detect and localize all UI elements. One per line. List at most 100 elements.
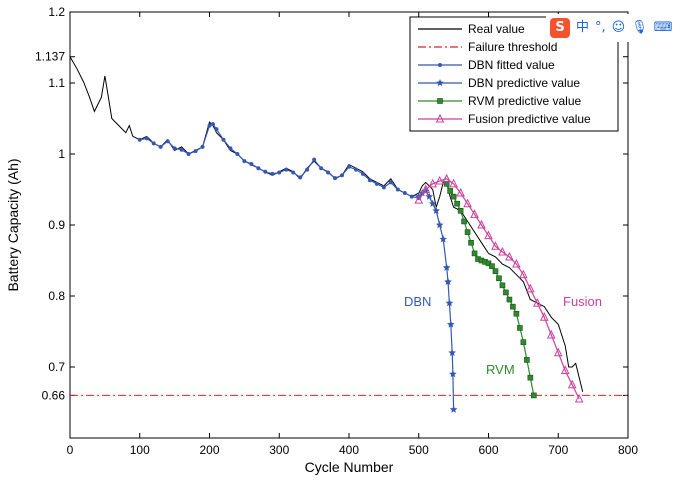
series-dbn-fitted-value — [137, 122, 421, 201]
microphone-icon[interactable]: 🎙 — [631, 20, 648, 35]
data-point — [491, 241, 500, 250]
ime-logo-icon[interactable]: S — [550, 18, 570, 38]
data-point — [367, 178, 372, 183]
data-point — [539, 312, 549, 321]
series-rvm-predictive-value — [443, 181, 537, 399]
data-point — [510, 303, 516, 310]
data-point — [546, 329, 556, 339]
data-point — [439, 235, 447, 243]
data-point — [242, 159, 247, 164]
data-point — [524, 357, 530, 363]
y-tick-label: 1.2 — [48, 5, 65, 19]
legend-label: Real value — [468, 22, 525, 36]
data-point — [432, 206, 440, 214]
emoji-icon[interactable]: ☺ — [611, 20, 626, 35]
legend-label: RVM predictive value — [468, 94, 581, 108]
y-tick-label: 1 — [58, 147, 65, 161]
data-point — [519, 269, 528, 279]
data-point — [207, 123, 212, 128]
legend-label: Failure threshold — [468, 40, 557, 54]
data-point — [533, 297, 542, 307]
annotation-label: DBN — [404, 294, 431, 309]
y-axis-title: Battery Capacity (Ah) — [5, 158, 21, 291]
data-point — [531, 392, 537, 399]
data-point — [454, 200, 460, 207]
data-point — [464, 229, 471, 235]
ime-language-toggle[interactable]: 中 — [576, 20, 590, 35]
data-point — [277, 170, 282, 175]
data-point — [468, 239, 474, 246]
data-point — [449, 178, 458, 188]
data-point — [186, 152, 191, 156]
data-point — [340, 173, 345, 178]
legend-item: Failure threshold — [418, 40, 557, 54]
axis-ticks: 0 100 200 300 400 500 600 700 800 0.66 0.7 0.8 0.9 1 1… — [35, 5, 638, 457]
y-tick-label: 0.8 — [48, 289, 65, 303]
data-point — [333, 176, 338, 181]
x-tick-label: 0 — [67, 443, 74, 457]
x-tick-label: 500 — [409, 443, 429, 457]
data-point — [374, 181, 379, 186]
data-point — [421, 184, 431, 193]
annotation-label: Fusion — [563, 294, 602, 309]
x-axis-title: Cycle Number — [305, 459, 394, 475]
data-point — [435, 221, 444, 229]
data-point — [489, 263, 495, 269]
annotation-label: RVM — [486, 362, 515, 377]
data-point — [477, 219, 486, 229]
data-point — [560, 365, 570, 375]
data-point — [553, 347, 563, 357]
data-point — [312, 157, 317, 162]
legend-item: Real value — [418, 22, 525, 36]
data-point — [457, 208, 464, 214]
data-point — [360, 171, 365, 176]
data-point — [442, 263, 451, 271]
y-tick-label: 0.9 — [48, 218, 65, 232]
data-point — [463, 198, 472, 208]
data-point — [326, 170, 331, 175]
y-tick-label: 0.66 — [42, 388, 66, 402]
data-point — [381, 185, 386, 190]
data-point — [214, 127, 219, 132]
data-point — [485, 260, 492, 267]
data-point — [137, 137, 142, 142]
legend-item: DBN predictive value — [418, 76, 580, 90]
data-point — [256, 166, 261, 171]
data-point — [428, 178, 438, 188]
data-point — [158, 144, 163, 149]
series-layer — [69, 56, 628, 413]
data-point — [435, 113, 445, 123]
data-point — [438, 63, 442, 67]
legend-item: RVM predictive value — [418, 94, 581, 108]
data-point — [409, 194, 414, 199]
ime-punctuation-toggle[interactable]: °, — [595, 20, 606, 35]
x-tick-label: 400 — [339, 443, 359, 457]
data-point — [443, 181, 450, 187]
series-fusion-predictive-value — [414, 173, 584, 403]
data-point — [461, 218, 467, 225]
data-point — [442, 173, 451, 183]
data-point — [228, 146, 233, 151]
data-point — [402, 191, 407, 196]
data-point — [210, 122, 215, 127]
data-point — [447, 320, 455, 328]
legend-label: Fusion predictive value — [468, 112, 591, 126]
data-point — [517, 325, 523, 331]
data-point — [484, 230, 493, 240]
data-point — [319, 166, 324, 171]
data-point — [574, 393, 584, 403]
data-point — [425, 192, 433, 200]
y-tick-label: 1.1 — [48, 76, 65, 90]
x-tick-label: 700 — [548, 443, 568, 457]
legend-box — [409, 16, 619, 132]
data-point — [144, 136, 149, 141]
ime-toolbar[interactable]: S 中 °, ☺ 🎙 ⌨ — [546, 14, 677, 42]
data-point — [448, 348, 456, 356]
data-point — [395, 187, 400, 192]
y-tick-label: 1.137 — [35, 50, 65, 64]
data-point — [449, 405, 458, 413]
keyboard-icon[interactable]: ⌨ — [653, 20, 673, 35]
x-tick-label: 800 — [618, 443, 638, 457]
data-point — [526, 283, 535, 293]
